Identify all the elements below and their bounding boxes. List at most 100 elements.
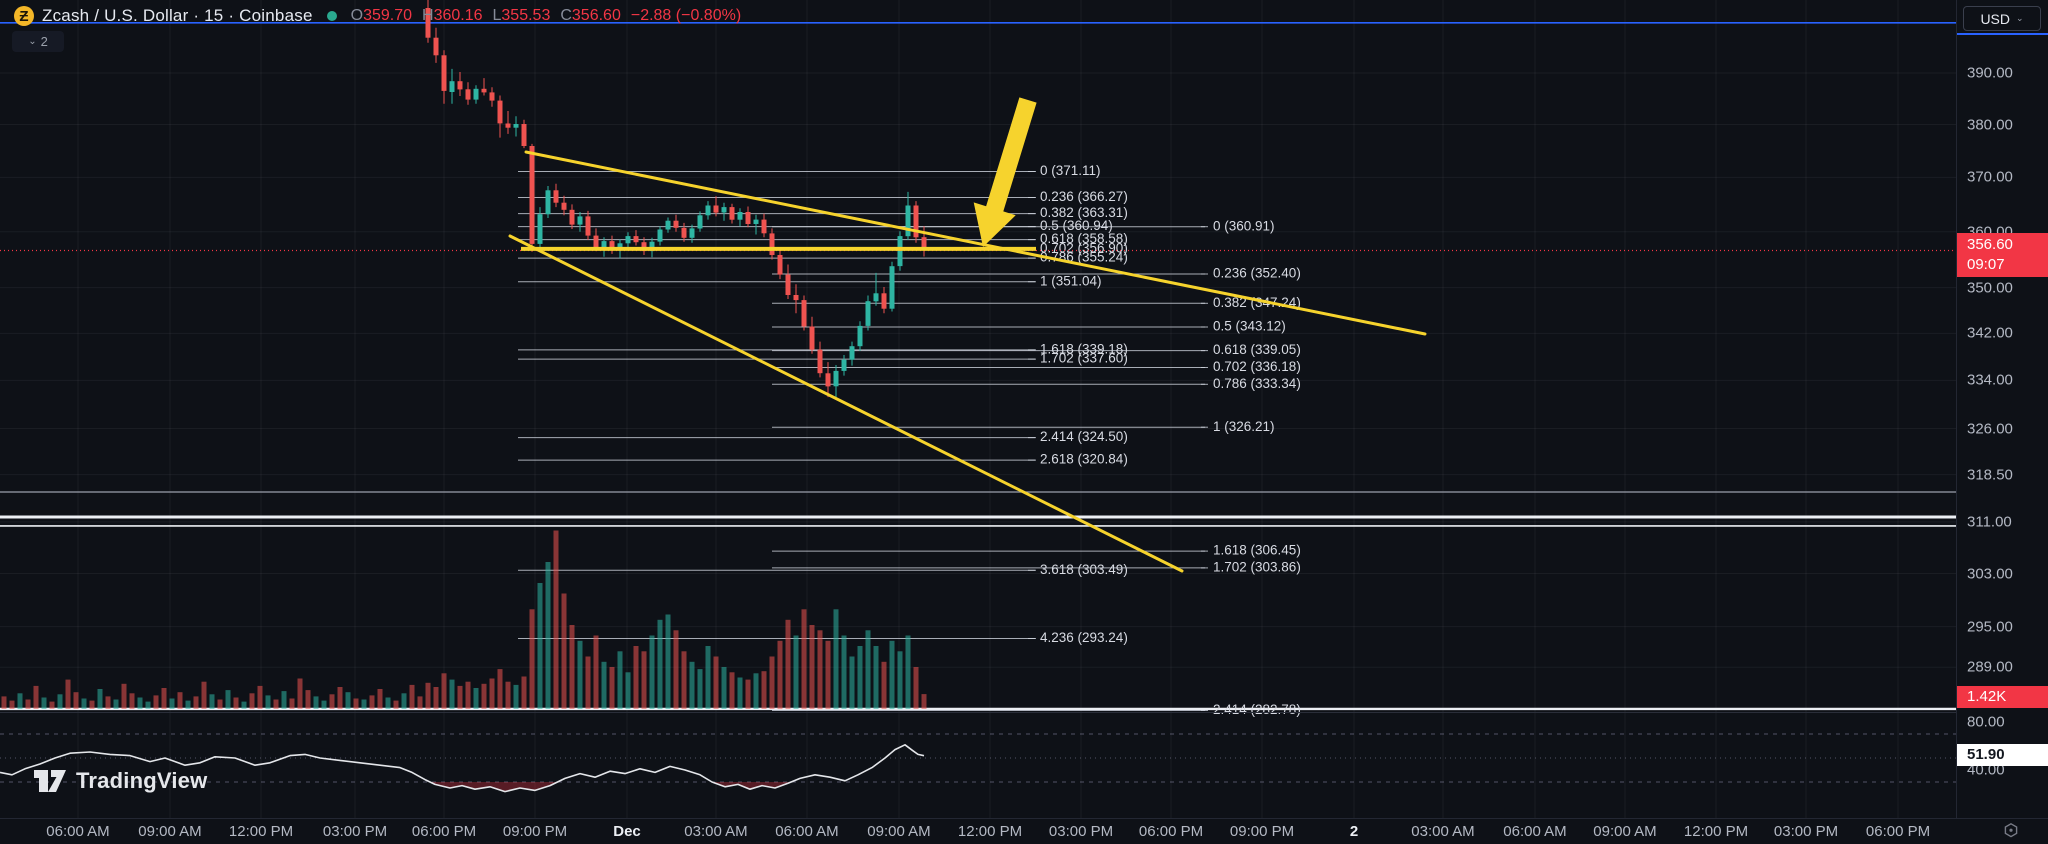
volume-bar	[705, 646, 711, 709]
volume-bar	[665, 614, 671, 709]
fib-level-label: 1.702 (303.86)	[1213, 559, 1301, 574]
time-tick-label: 03:00 PM	[1048, 823, 1114, 840]
candle-body	[905, 205, 911, 237]
symbol-title[interactable]: Zcash / U.S. Dollar · 15 · Coinbase	[42, 6, 313, 25]
fib-level-label: 1.618 (339.18)	[1040, 341, 1128, 356]
time-tick-label: 09:00 PM	[502, 823, 568, 840]
price-axis[interactable]: USD ⌄ 390.00 380.00 370.00 360.00 350.00 342.…	[1956, 0, 2048, 818]
volume-bar	[297, 678, 303, 709]
candle-body	[833, 370, 839, 387]
volume-bar	[745, 679, 751, 709]
fib-level-label: 0.382 (363.31)	[1040, 205, 1128, 220]
candle-body	[521, 124, 527, 146]
fib-level-label: 2.618 (320.84)	[1040, 452, 1128, 467]
rsi-oversold-fill	[430, 782, 558, 792]
candle-body	[497, 100, 503, 124]
time-tick-label: 09:00 AM	[867, 823, 931, 840]
volume-bar	[121, 683, 127, 709]
object-tree-collapse-button[interactable]: ⌄ 2	[12, 31, 64, 52]
fib-level-label: 0 (360.91)	[1213, 218, 1275, 233]
fib-level-label: 0.5 (343.12)	[1213, 319, 1286, 334]
fib-level-label: 0 (371.11)	[1040, 163, 1101, 178]
volume-bar	[809, 625, 815, 709]
volume-bar	[609, 667, 615, 709]
volume-bar	[193, 696, 199, 709]
volume-bar	[401, 693, 407, 710]
candle-body	[505, 123, 511, 128]
volume-bar	[249, 693, 255, 710]
volume-bar	[729, 672, 735, 710]
time-tick-label-major: 2	[1349, 823, 1359, 840]
fib-level-label: 2.414 (324.50)	[1040, 429, 1128, 444]
volume-bar	[817, 630, 823, 710]
fib-level-label: 0.236 (352.40)	[1213, 266, 1301, 281]
volume-bar	[601, 661, 607, 710]
volume-bar	[81, 698, 87, 709]
chart-pane[interactable]: 0 (371.11) 0.236 (366.27) 0.382 (363.31) 0.…	[0, 0, 1956, 818]
trendline-drawing[interactable]	[508, 234, 1184, 573]
volume-bar	[257, 685, 263, 709]
volume-bar	[625, 672, 631, 710]
volume-bar	[57, 694, 63, 709]
volume-bar	[9, 700, 15, 709]
currency-chevron-down-icon: ⌄	[2016, 13, 2024, 23]
horizontal-line-drawings[interactable]	[0, 21, 1956, 711]
candle-body	[881, 293, 887, 309]
trendline-drawing[interactable]	[524, 150, 1427, 336]
candle-body	[801, 300, 807, 327]
volume-bar	[777, 640, 783, 710]
arrow-annotation[interactable]	[973, 97, 1037, 248]
volume-bar	[617, 651, 623, 710]
price-tick-label: 326.00	[1967, 420, 2013, 437]
volume-bar	[657, 619, 663, 710]
volume-bar	[73, 692, 79, 709]
fib-level-label: 1 (351.04)	[1040, 273, 1102, 288]
axis-settings-gear-icon[interactable]	[2002, 822, 2020, 840]
fib-level-label: 3.618 (303.49)	[1040, 562, 1128, 577]
time-tick-label: 06:00 AM	[46, 823, 110, 840]
volume-bar	[233, 697, 239, 710]
fib-retracement-2[interactable]: 0 (360.91) 0.236 (352.40) 0.382 (347.24) 0.…	[772, 218, 1301, 717]
volume-bar	[137, 697, 143, 710]
volume-bar	[849, 656, 855, 709]
rsi-oversold-fill	[712, 782, 791, 790]
time-axis[interactable]: 06:00 AM 09:00 AM 12:00 PM 03:00 PM 06:00 PM…	[0, 818, 2048, 844]
volume-bar	[17, 693, 23, 710]
volume-bar	[25, 699, 31, 709]
fib-level-label: 0.702 (336.18)	[1213, 359, 1301, 374]
candle-body	[441, 55, 447, 91]
candle-body	[745, 212, 751, 224]
volume-bar	[361, 699, 367, 709]
volume-bar	[265, 695, 271, 710]
grid-lines	[0, 0, 1956, 818]
candle-body	[681, 227, 687, 238]
volume-bar	[897, 651, 903, 710]
ohlc-values: O359.70 H360.16 L355.53 C356.60 −2.88 (−…	[350, 7, 742, 24]
candle-body	[841, 359, 847, 371]
object-count: 2	[40, 34, 48, 49]
volume-bar	[161, 688, 167, 709]
volume-bar	[225, 690, 231, 709]
volume-bar	[89, 700, 95, 709]
volume-bar	[241, 701, 247, 709]
chart-canvas[interactable]: 0 (371.11)0.236 (366.27)0.382 (363.31)0.…	[0, 0, 1956, 818]
price-tick-label: 318.50	[1967, 466, 2013, 484]
volume-bars	[1, 530, 927, 710]
volume-bar	[577, 640, 583, 710]
volume-bar	[1, 696, 7, 709]
candle-body	[433, 37, 439, 56]
zcash-logo-icon: Ƶ	[14, 6, 34, 26]
candle-body	[849, 346, 855, 360]
volume-bar	[105, 696, 111, 709]
volume-bar	[201, 681, 207, 709]
volume-bar	[433, 687, 439, 710]
market-status-dot-icon[interactable]	[326, 11, 337, 21]
volume-bar	[169, 698, 175, 709]
fib-retracement-1[interactable]: 0 (371.11)0.236 (366.27)0.382 (363.31)0.…	[518, 163, 1128, 645]
volume-bar	[505, 681, 511, 709]
currency-toggle-button[interactable]: USD ⌄	[1963, 6, 2041, 31]
volume-bar	[305, 690, 311, 709]
candle-body	[793, 295, 799, 301]
volume-bar	[921, 694, 927, 709]
candle-body	[729, 207, 735, 220]
